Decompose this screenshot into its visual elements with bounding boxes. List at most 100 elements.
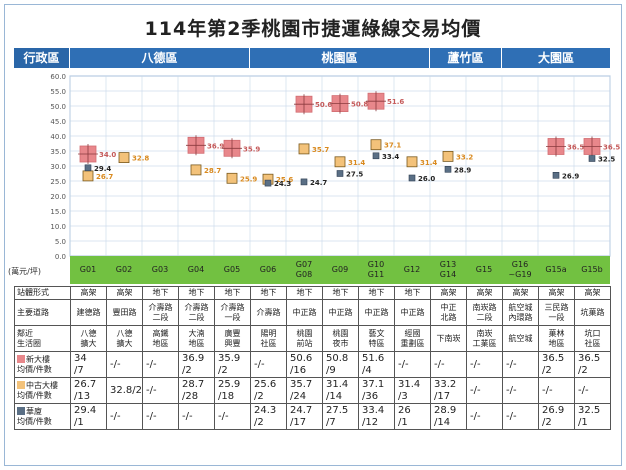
table-cell: 26.7 /13: [70, 377, 107, 404]
table-cell: 介壽路 二段: [142, 299, 179, 326]
station-code: G07 G08: [295, 260, 313, 279]
y-tick-label: 25.0: [50, 178, 66, 186]
table-cell: 高架: [574, 286, 611, 300]
page-title: 114年第2季桃園市捷運綠線交易均價: [144, 18, 482, 40]
data-label: 36.9: [207, 142, 224, 150]
data-label: 28.7: [204, 167, 221, 175]
table-cell: 高架: [502, 286, 539, 300]
station-info-table: 站體形式 高架 高架 地下 地下 地下 地下 地下 地下 地下 地下 高架 高架 高架 高架 高架 主要道路 建德…: [14, 286, 611, 430]
station-code: G13 G14: [439, 260, 457, 279]
table-cell: 36.5 /2: [538, 351, 575, 378]
station-code: G15a: [545, 265, 567, 274]
table-row: 新大樓 均價/件數 34 /7 -/- -/- 36.9 /2 35.9 /2 -/- 50.…: [14, 351, 611, 378]
data-label: 25.6: [276, 176, 293, 184]
data-label: 36.5: [603, 144, 620, 152]
table-row: 鄰近 生活圈 八德 擴大 八德 擴大 高鐵 地區 大湳 地區 廣豐 興豐 陽明 社區 桃園 前…: [14, 325, 611, 352]
table-cell: 航空城: [502, 325, 539, 352]
table-cell: 豐田路: [106, 299, 143, 326]
y-tick-label: 20.0: [50, 193, 66, 201]
table-cell: -/-: [430, 351, 467, 378]
y-tick-label: 10.0: [50, 223, 66, 231]
table-cell: 廣豐 興豐: [214, 325, 251, 352]
table-cell: 28.7 /28: [178, 377, 215, 404]
y-tick-label: 60.0: [50, 73, 66, 81]
data-label: 34.0: [99, 151, 116, 159]
table-row: 主要道路 建德路 豐田路 介壽路 二段 介壽路 二段 介壽路 一段 介壽路 中正路 中正路 中正路…: [14, 299, 611, 326]
table-cell: 經國 重劃區: [394, 325, 431, 352]
table-row: 中古大樓 均價/件數 26.7 /13 32.8/2 -/- 28.7 /28 25.9 …: [14, 377, 611, 404]
row-label: 主要道路: [14, 299, 71, 326]
data-label: 31.4: [420, 159, 437, 167]
old-building-marker: [370, 139, 382, 151]
data-label: 35.9: [243, 145, 260, 153]
data-label: 24.3: [274, 180, 291, 188]
legend-swatch: [17, 355, 25, 363]
apartment-marker: [408, 174, 416, 182]
table-cell: 29.4 /1: [70, 403, 107, 430]
table-cell: 31.4 /3: [394, 377, 431, 404]
table-cell: 27.5 /7: [322, 403, 359, 430]
table-cell: 介壽路 二段: [178, 299, 215, 326]
table-cell: 24.3 /2: [250, 403, 287, 430]
apartment-marker: [372, 152, 380, 160]
row-label: 新大樓 均價/件數: [14, 351, 71, 378]
table-cell: 坑口 社區: [574, 325, 611, 352]
table-cell: -/-: [250, 351, 287, 378]
table-cell: -/-: [142, 377, 179, 404]
table-cell: 34 /7: [70, 351, 107, 378]
district-dayuan: 大園區: [537, 51, 574, 65]
table-cell: 介壽路 一段: [214, 299, 251, 326]
table-cell: 高架: [106, 286, 143, 300]
table-cell: 八德 擴大: [70, 325, 107, 352]
old-building-marker: [118, 152, 130, 163]
table-cell: 桃園 夜市: [322, 325, 359, 352]
old-building-marker: [406, 156, 418, 168]
data-label: 50.6: [315, 101, 332, 109]
table-cell: 32.8/2: [106, 377, 143, 404]
table-cell: -/-: [106, 403, 143, 430]
table-cell: -/-: [214, 403, 251, 430]
table-cell: 33.4 /12: [358, 403, 395, 430]
y-tick-label: 15.0: [50, 208, 66, 216]
data-label: 35.7: [312, 146, 329, 154]
table-cell: 50.8 /9: [322, 351, 359, 378]
station-code: G06: [259, 265, 277, 274]
table-cell: 32.5 /1: [574, 403, 611, 430]
apartment-marker: [552, 172, 560, 179]
table-cell: 地下: [358, 286, 395, 300]
table-cell: 地下: [286, 286, 323, 300]
table-cell: 地下: [214, 286, 251, 300]
table-cell: 航空城 內環路: [502, 299, 539, 326]
data-label: 37.1: [384, 142, 401, 150]
table-cell: 地下: [250, 286, 287, 300]
station-code: G15: [475, 265, 493, 274]
apartment-marker: [444, 166, 452, 173]
y-tick-label: 30.0: [50, 163, 66, 171]
apartment-marker: [264, 179, 272, 187]
data-label: 24.7: [310, 179, 327, 187]
table-cell: 地下: [322, 286, 359, 300]
station-code: G15b: [581, 265, 603, 274]
row-label: 中古大樓 均價/件數: [14, 377, 71, 404]
station-code: G03: [151, 265, 169, 274]
table-cell: 高鐵 地區: [142, 325, 179, 352]
table-cell: 高架: [466, 286, 503, 300]
y-tick-label: 45.0: [50, 118, 66, 126]
table-cell: 28.9 /14: [430, 403, 467, 430]
station-code: G04: [187, 265, 205, 274]
table-cell: 三民路 一段: [538, 299, 575, 326]
table-cell: 南崁 工業區: [466, 325, 503, 352]
table-cell: 地下: [394, 286, 431, 300]
row-label: 鄰近 生活圈: [14, 325, 71, 352]
table-cell: -/-: [466, 351, 503, 378]
station-code: G09: [331, 265, 349, 274]
table-cell: 31.4 /14: [322, 377, 359, 404]
data-label: 31.4: [348, 159, 365, 167]
table-cell: 35.7 /24: [286, 377, 323, 404]
station-code: G01: [79, 265, 97, 274]
station-code: G12: [403, 265, 421, 274]
table-cell: 中正路: [358, 299, 395, 326]
data-label: 32.8: [132, 155, 149, 163]
data-label: 33.4: [382, 153, 399, 161]
table-cell: -/-: [394, 351, 431, 378]
